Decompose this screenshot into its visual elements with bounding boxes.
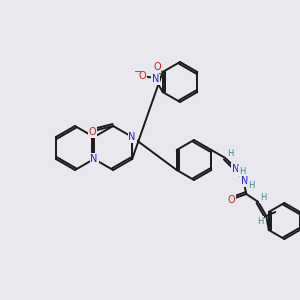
Text: O: O bbox=[88, 127, 96, 137]
Text: O: O bbox=[227, 195, 235, 205]
Text: H: H bbox=[260, 194, 266, 202]
Text: N: N bbox=[128, 132, 136, 142]
Text: N: N bbox=[90, 154, 98, 164]
Text: −: − bbox=[134, 67, 142, 77]
Text: O: O bbox=[154, 62, 161, 72]
Text: H: H bbox=[257, 217, 263, 226]
Text: H: H bbox=[239, 167, 245, 176]
Text: N: N bbox=[232, 164, 239, 174]
Text: +: + bbox=[157, 70, 164, 79]
Text: H: H bbox=[248, 182, 254, 190]
Text: N: N bbox=[241, 176, 248, 186]
Text: N: N bbox=[152, 74, 159, 84]
Text: O: O bbox=[139, 71, 146, 81]
Text: H: H bbox=[227, 148, 233, 158]
